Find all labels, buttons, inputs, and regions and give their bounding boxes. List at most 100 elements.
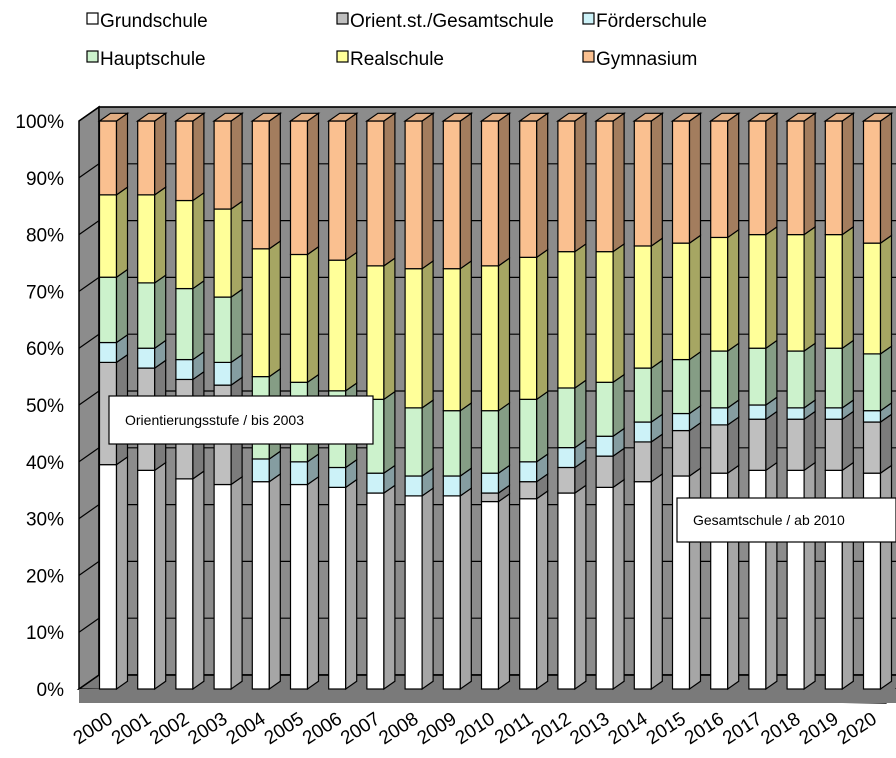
x-tick-label: 2002 [146,709,193,750]
x-tick-label: 2010 [452,709,499,750]
bar-segment [175,287,194,361]
bar-segment-side [192,191,205,290]
y-tick-label: 10% [26,623,64,644]
bar-segment [595,120,614,253]
bar-segment [137,347,156,369]
legend-label: Förderschule [596,11,707,32]
bar-segment-side [345,251,358,392]
legend-label: Gymnasium [596,49,697,70]
bar-segment-side [230,475,243,691]
bar-segment-side [879,345,893,412]
bar-segment-side [650,112,663,248]
legend-label: Realschule [350,49,444,70]
y-tick-label: 40% [26,453,64,474]
side-gridline [78,504,100,520]
bar-segment [519,481,538,500]
bar-segment [213,483,232,690]
bar-segment-side [192,279,205,361]
bar-segment-side [765,225,778,350]
bar-segment [137,282,156,349]
bar-segment [633,120,652,247]
x-tick-label: 2004 [223,708,270,749]
bar-segment-side [306,475,320,691]
bar-segment-side [421,112,434,270]
bar-segment [289,253,309,383]
legend-swatch [582,12,595,25]
y-tick-label: 50% [26,396,64,417]
bar-segment [710,424,729,474]
bars [97,112,894,691]
bar-segment-side [459,487,472,691]
bar-top-face [670,112,703,122]
bar-segment-side [765,339,778,407]
side-gridline [78,390,100,406]
bar-segment-side [803,410,816,472]
bar-segment [137,120,156,196]
bar-segment [366,492,385,690]
bar-segment [671,120,691,244]
bar-segment [366,120,385,267]
bar-segment-side [230,288,243,364]
y-tick-label: 80% [26,226,64,247]
bar-top-face [326,112,359,122]
bar-segment [480,492,500,503]
bar-segment [595,486,614,690]
bar-top-face [403,112,436,122]
bar-segment [404,495,423,690]
y-tick-label: 0% [37,680,65,701]
bar-top-face [555,112,588,122]
annotation-label: Orientierungsstufe / bis 2003 [125,412,304,428]
bar-top-face [479,112,512,122]
bar-segment [633,421,652,443]
y-tick-label: 60% [26,339,64,360]
bar-segment [786,350,805,409]
bar-segment [175,120,194,202]
x-axis-ticks: 2000200120022003200420052006200720082009… [70,708,881,749]
y-tick-label: 30% [26,510,64,531]
bar-segment [98,464,118,690]
bar-segment [595,251,614,383]
bar-segment-side [536,112,549,259]
bar-segment-side [574,484,587,691]
bar-segment [289,120,309,256]
floor-front [79,689,896,703]
bar-segment [557,387,576,449]
bar-segment [557,466,576,494]
x-tick-label: 2018 [757,709,804,750]
bar-segment [175,358,194,381]
bar-segment [862,120,882,244]
bar-segment-side [612,242,625,384]
bar-segment [137,469,156,690]
annotation-label: Gesamtschule / ab 2010 [693,512,845,528]
x-tick-label: 2000 [70,709,117,750]
bar-segment [213,120,232,210]
bar-segment [748,234,767,349]
legend-swatch [336,12,349,25]
bar-segment-side [688,350,702,415]
x-tick-label: 2012 [528,709,575,750]
bar-segment [519,398,538,463]
bar-segment-side [536,248,549,401]
bar-segment [98,341,118,363]
bar-segment [366,472,385,494]
bar-segment [213,208,232,298]
bar-segment [557,251,576,389]
bar-top-face [288,112,321,122]
bar-segment [862,242,882,355]
bar-segment [404,268,423,409]
bar-segment-side [230,200,243,299]
bar-segment-side [574,242,587,390]
bar-segment-side [650,359,663,424]
bar-segment-side [841,112,854,236]
bar-segment-side [727,112,740,239]
bar-segment-side [497,256,511,412]
x-tick-label: 2009 [414,709,461,750]
bar-top-face [135,112,168,122]
bar-segment [328,486,347,690]
y-tick-label: 20% [26,566,64,587]
bar-segment [251,481,270,690]
bar-top-face [632,112,665,122]
bar-segment-side [803,461,816,691]
x-tick-label: 2011 [491,709,537,749]
bar-segment [633,245,652,369]
